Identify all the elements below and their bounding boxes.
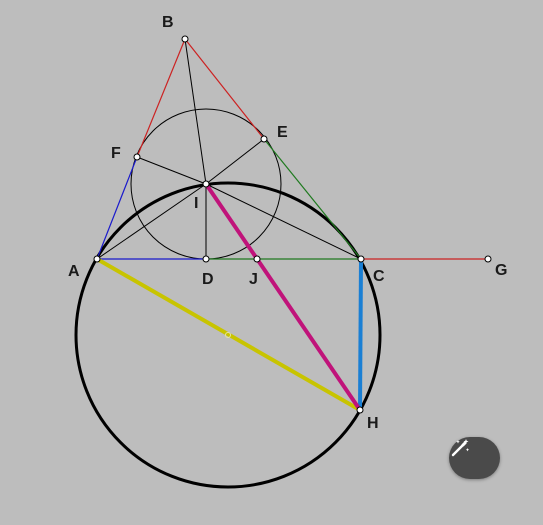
label-b: B xyxy=(162,14,174,31)
point-d[interactable] xyxy=(202,255,210,263)
point-i[interactable] xyxy=(202,180,210,188)
midpoint-marker-ah xyxy=(225,332,231,338)
magic-wand-button[interactable] xyxy=(449,437,500,479)
label-e: E xyxy=(277,124,288,141)
segment-if xyxy=(136,156,207,185)
point-e[interactable] xyxy=(260,135,268,143)
segment-ec-green xyxy=(263,138,362,260)
label-a: A xyxy=(68,263,80,280)
point-b[interactable] xyxy=(181,35,189,43)
segment-ab-blue xyxy=(96,156,138,260)
segment-ah-yellow xyxy=(96,257,361,412)
point-a[interactable] xyxy=(93,255,101,263)
segment-ai xyxy=(96,183,207,260)
label-c: C xyxy=(373,268,385,285)
label-f: F xyxy=(111,145,121,162)
magic-wand-icon xyxy=(451,439,470,457)
segment-be-red xyxy=(184,38,265,140)
segment-ch-blue xyxy=(358,258,363,411)
segment-ih-magenta xyxy=(204,182,362,412)
label-h: H xyxy=(367,415,379,432)
segment-bi xyxy=(184,38,207,185)
circle-through-a-c-h xyxy=(74,181,382,489)
point-h[interactable] xyxy=(356,406,364,414)
point-c[interactable] xyxy=(357,255,365,263)
label-j: J xyxy=(249,271,258,288)
label-g: G xyxy=(495,262,507,279)
segment-fb-red xyxy=(136,38,186,158)
point-g[interactable] xyxy=(484,255,492,263)
point-f[interactable] xyxy=(133,153,141,161)
label-d: D xyxy=(202,271,214,288)
segment-ie xyxy=(205,138,265,185)
label-i: I xyxy=(194,195,198,212)
segment-ic xyxy=(205,183,362,260)
point-j[interactable] xyxy=(253,255,261,263)
